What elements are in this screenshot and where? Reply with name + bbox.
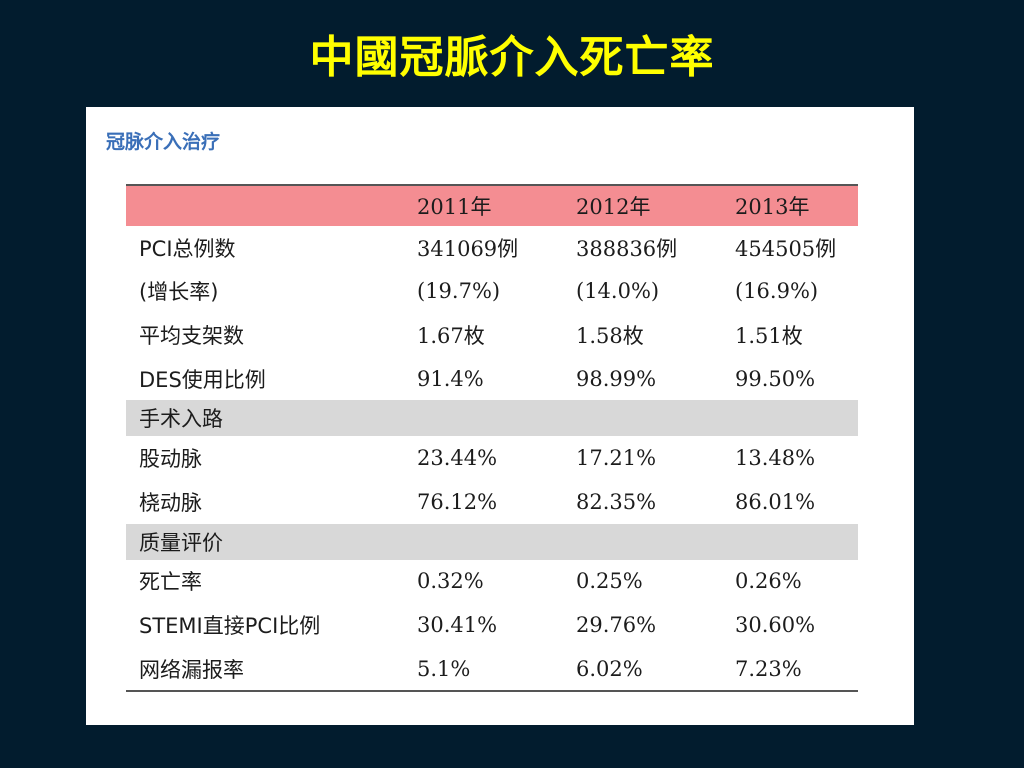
table-cell: [733, 400, 858, 437]
table-row: 死亡率 0.32% 0.25% 0.26%: [126, 560, 858, 604]
table-cell: [733, 523, 858, 560]
table-body: 2011年 2012年 2013年 PCI总例数 341069例 388836例 45…: [126, 184, 858, 693]
section-label: 手术入路: [126, 400, 415, 437]
header-cell-2011: 2011年: [415, 184, 574, 226]
row-label: DES使用比例: [139, 367, 266, 392]
table-row: STEMI直接PCI比例 30.41% 29.76% 30.60%: [126, 603, 858, 647]
table-cell: 29.76%: [576, 612, 657, 637]
table-cell: 1.67枚: [417, 323, 485, 348]
table-row: DES使用比例 91.4% 98.99% 99.50%: [126, 357, 858, 401]
table-cell: (16.9%): [735, 279, 819, 304]
table-row: 网络漏报率 5.1% 6.02% 7.23%: [126, 646, 858, 693]
table-cell: [415, 400, 574, 437]
row-label: STEMI直接PCI比例: [139, 613, 321, 638]
table-cell: (19.7%): [417, 279, 501, 304]
table-cell: 23.44%: [417, 446, 498, 471]
row-label: 网络漏报率: [126, 646, 415, 693]
table-cell: 99.50%: [735, 366, 816, 391]
table-panel: 冠脉介入治疗 2011年 2012年 2013年 PCI总例数 341069例 38…: [86, 107, 914, 725]
header-cell-2013: 2013年: [733, 184, 858, 226]
table-cell: [574, 523, 733, 560]
table-row: PCI总例数 341069例 388836例 454505例: [126, 226, 858, 270]
table-cell: [574, 400, 733, 437]
table-cell: 6.02%: [574, 646, 733, 693]
table-cell: 0.25%: [576, 569, 643, 594]
table-row: (增长率) (19.7%) (14.0%) (16.9%): [126, 270, 858, 314]
table-cell: 86.01%: [735, 489, 816, 514]
table-cell: 5.1%: [415, 646, 574, 693]
section-row: 质量评价: [126, 523, 858, 560]
table-row: 平均支架数 1.67枚 1.58枚 1.51枚: [126, 313, 858, 357]
table-cell: 98.99%: [576, 366, 657, 391]
section-row: 手术入路: [126, 400, 858, 437]
table-cell: 388836例: [576, 236, 678, 261]
table-cell: 0.32%: [417, 569, 484, 594]
table-cell: 30.41%: [417, 612, 498, 637]
panel-heading: 冠脉介入治疗: [106, 131, 221, 153]
row-label: 死亡率: [139, 570, 202, 595]
row-label: PCI总例数: [139, 236, 236, 261]
table-cell: 454505例: [735, 236, 837, 261]
table-cell: 17.21%: [576, 446, 657, 471]
table-cell: 91.4%: [417, 366, 484, 391]
section-label: 质量评价: [126, 523, 415, 560]
table-cell: 13.48%: [735, 446, 816, 471]
table-cell: 1.51枚: [735, 323, 803, 348]
table-cell: 341069例: [417, 236, 519, 261]
table-header-row: 2011年 2012年 2013年: [126, 184, 858, 226]
table-cell: 76.12%: [417, 489, 498, 514]
header-cell-2012: 2012年: [574, 184, 733, 226]
table-row: 桡动脉 76.12% 82.35% 86.01%: [126, 480, 858, 524]
table-row: 股动脉 23.44% 17.21% 13.48%: [126, 436, 858, 480]
table-cell: 30.60%: [735, 612, 816, 637]
table-cell: 1.58枚: [576, 323, 644, 348]
table-cell: 7.23%: [733, 646, 858, 693]
row-label: 平均支架数: [139, 323, 244, 348]
header-cell: [126, 184, 415, 226]
table-cell: 82.35%: [576, 489, 657, 514]
table-cell: 0.26%: [735, 569, 802, 594]
row-label: (增长率): [139, 280, 219, 305]
slide-title: 中國冠脈介入死亡率: [309, 32, 715, 83]
table-cell: (14.0%): [576, 279, 660, 304]
table-cell: [415, 523, 574, 560]
row-label: 桡动脉: [139, 490, 202, 515]
pci-statistics-table: 2011年 2012年 2013年 PCI总例数 341069例 388836例 45…: [126, 184, 858, 693]
row-label: 股动脉: [139, 447, 202, 472]
